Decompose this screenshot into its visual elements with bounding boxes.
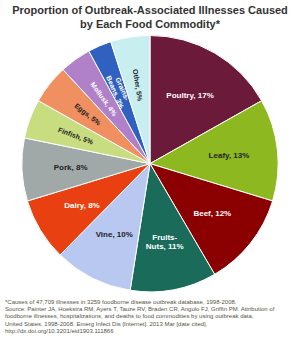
title: Proportion of Outbreak-Associated Illnes… xyxy=(12,4,288,30)
chart: Proportion of Outbreak-Associated Illnes… xyxy=(0,0,300,337)
slices xyxy=(22,36,278,292)
slice-label: Finfish, 5% xyxy=(57,126,95,147)
slice-label: Poultry, 17% xyxy=(166,91,213,100)
slice-label: Other, 5% xyxy=(131,69,144,103)
slice-label: Pork, 8% xyxy=(54,163,88,172)
footnote: *Causes of 47,709 illnesses in 3259 food… xyxy=(5,299,275,334)
slice-label: Dairy, 8% xyxy=(64,201,99,210)
slice-labels: Poultry, 17% Leafy, 13% Beef, 12% Fruits-Nu… xyxy=(54,69,250,251)
slice-label: Eggs, 5% xyxy=(73,102,103,128)
slice-label: Fruits-Nuts, 11% xyxy=(146,233,184,251)
slice-label: Vine, 10% xyxy=(96,230,133,239)
slice-label: Grains-Beans, 3% xyxy=(104,72,133,111)
slice-label: Leafy, 13% xyxy=(209,151,250,160)
slice-label: Beef, 12% xyxy=(193,209,231,218)
